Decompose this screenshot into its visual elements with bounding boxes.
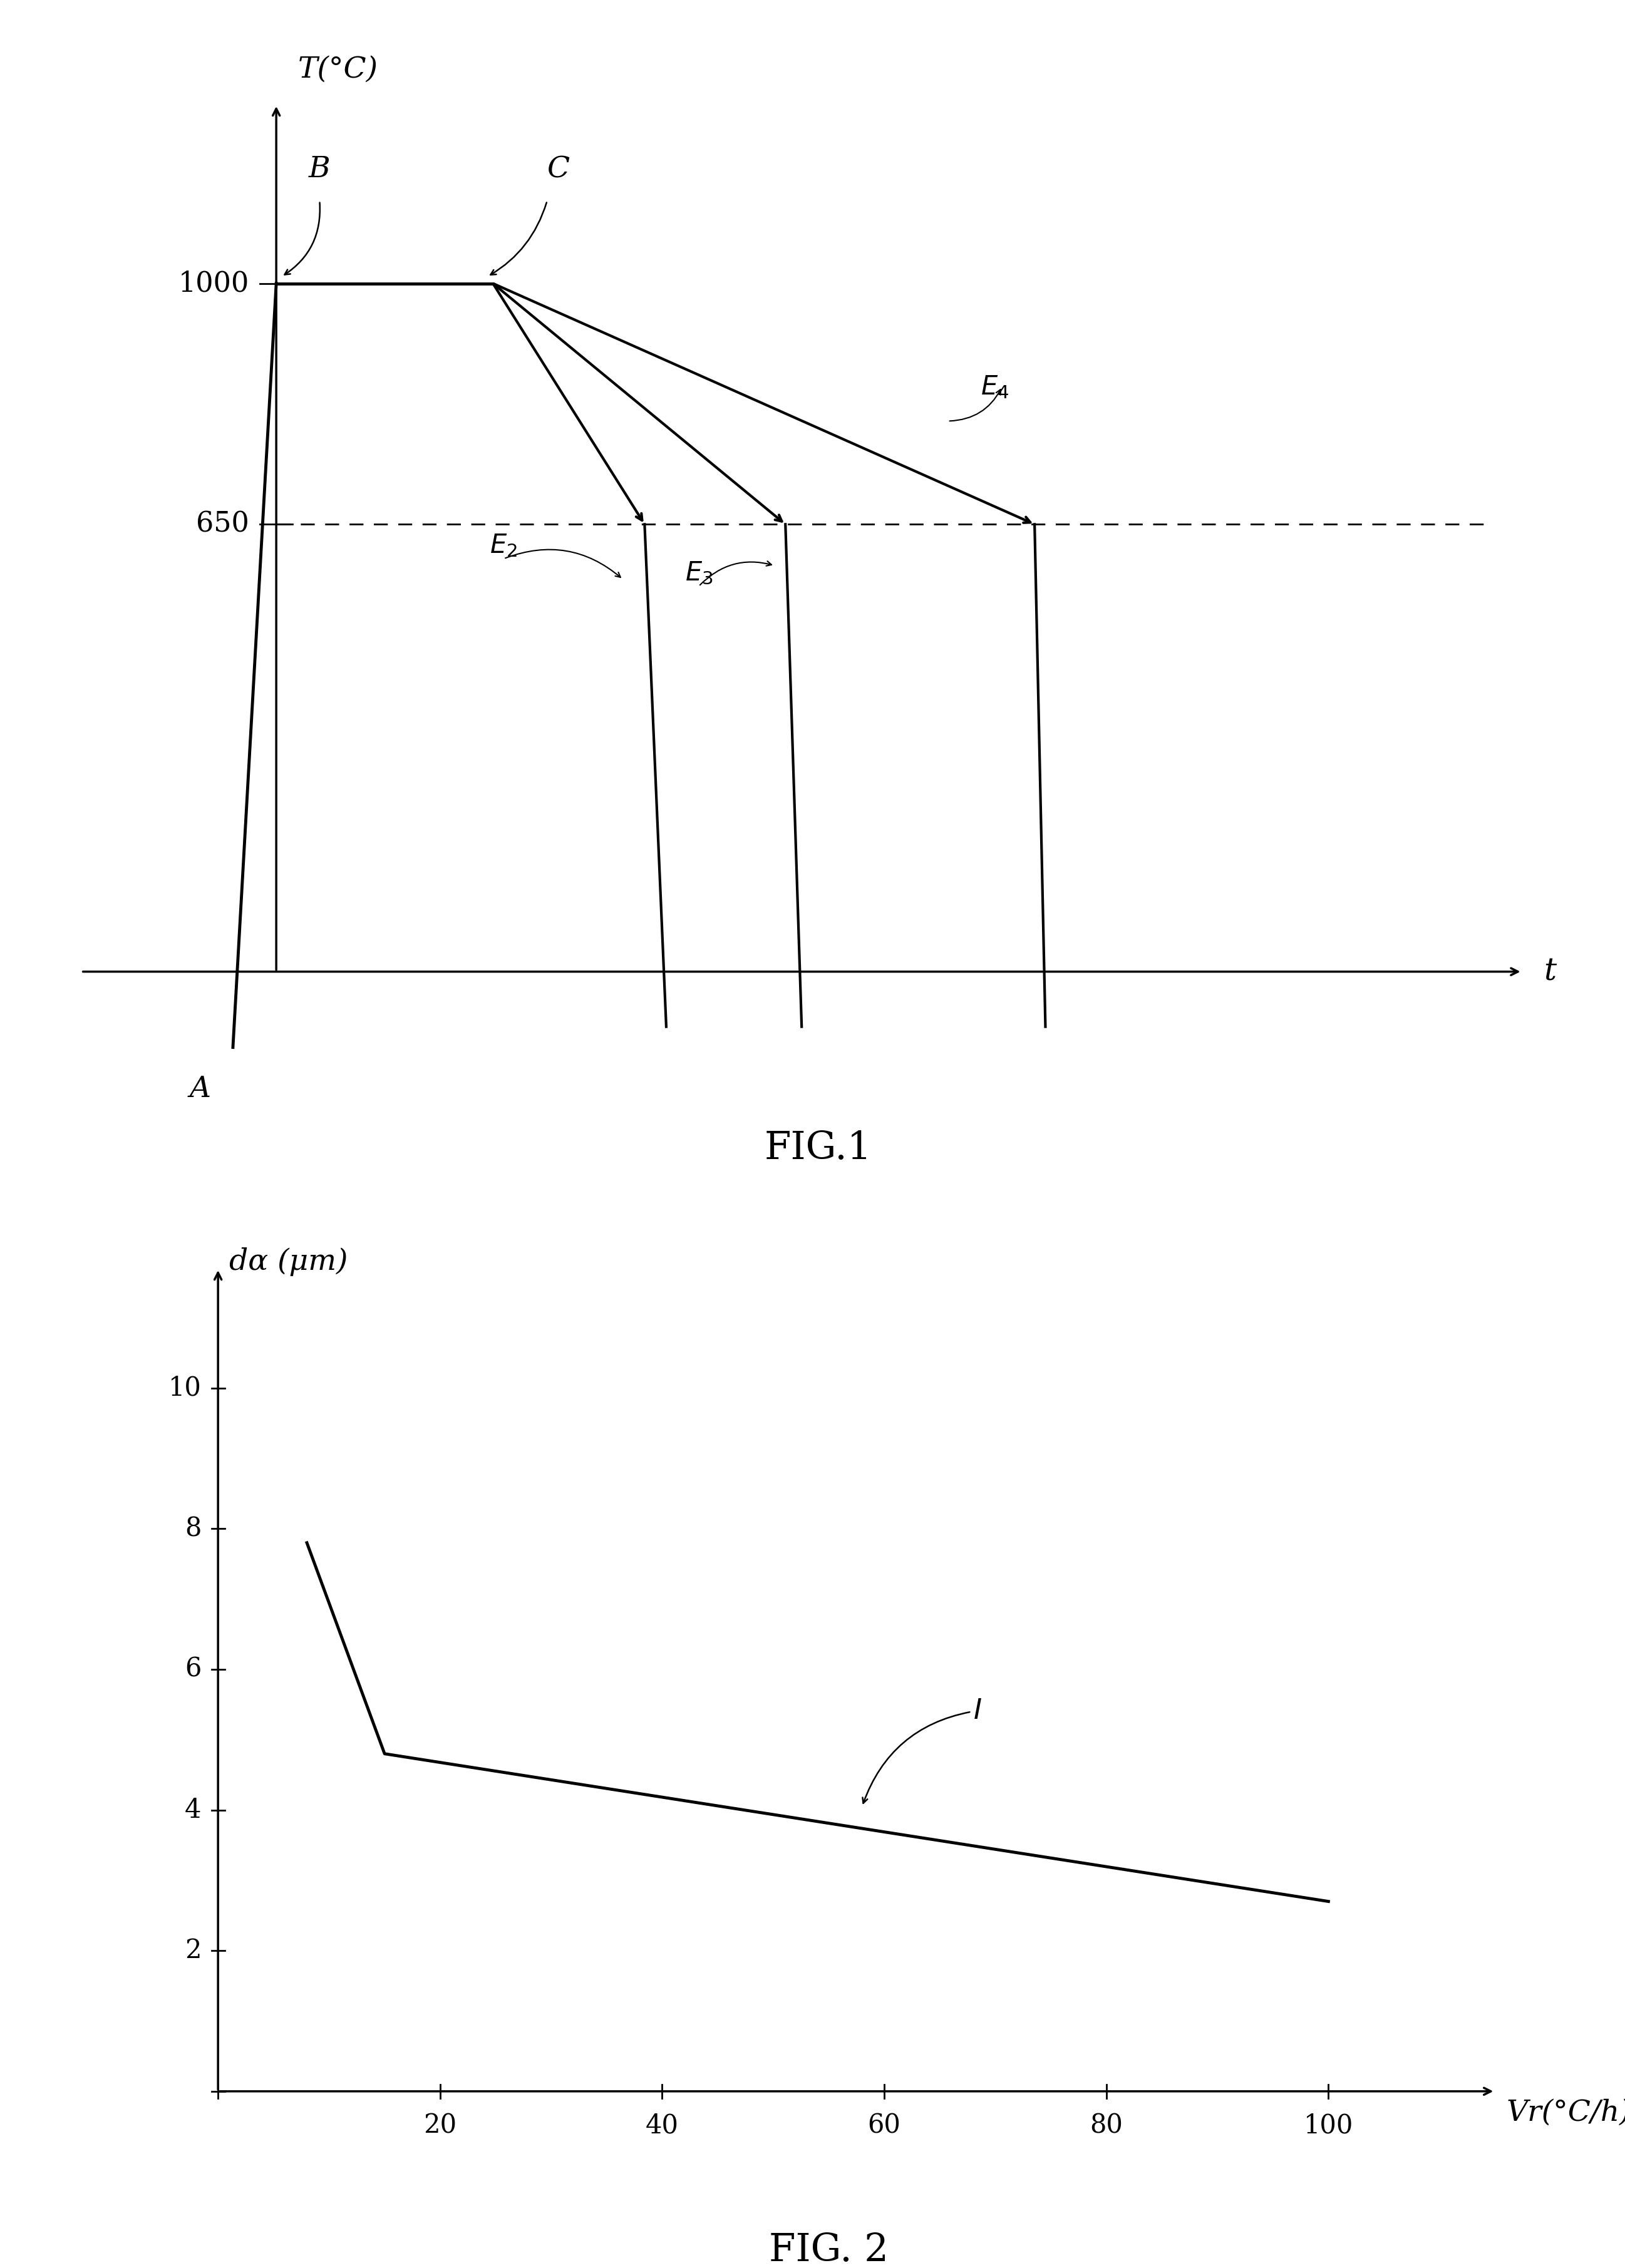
Text: t: t [1544,957,1557,987]
Text: $E_3$: $E_3$ [684,560,713,585]
Text: 60: 60 [868,2112,900,2139]
Text: 80: 80 [1090,2112,1123,2139]
Text: 4: 4 [185,1796,202,1823]
Text: 100: 100 [1303,2112,1354,2139]
Text: $E_4$: $E_4$ [980,374,1009,401]
Text: A: A [190,1075,211,1102]
Text: 2: 2 [185,1937,202,1964]
Text: 650: 650 [197,510,249,538]
Text: 1000: 1000 [179,270,249,297]
Text: Vr(°C/h): Vr(°C/h) [1506,2098,1625,2127]
Text: B: B [309,154,330,184]
Text: 6: 6 [185,1656,202,1683]
Text: T(°C): T(°C) [297,54,379,84]
Text: FIG. 2: FIG. 2 [769,2232,889,2268]
Text: FIG.1: FIG.1 [764,1129,871,1168]
Text: 20: 20 [424,2112,457,2139]
Text: 40: 40 [645,2112,679,2139]
Text: 8: 8 [185,1515,202,1542]
Text: 10: 10 [169,1374,202,1402]
Text: $E_2$: $E_2$ [491,533,517,558]
Text: C: C [546,154,569,184]
Text: dα (μm): dα (μm) [229,1247,348,1277]
Text: $I$: $I$ [863,1696,982,1803]
